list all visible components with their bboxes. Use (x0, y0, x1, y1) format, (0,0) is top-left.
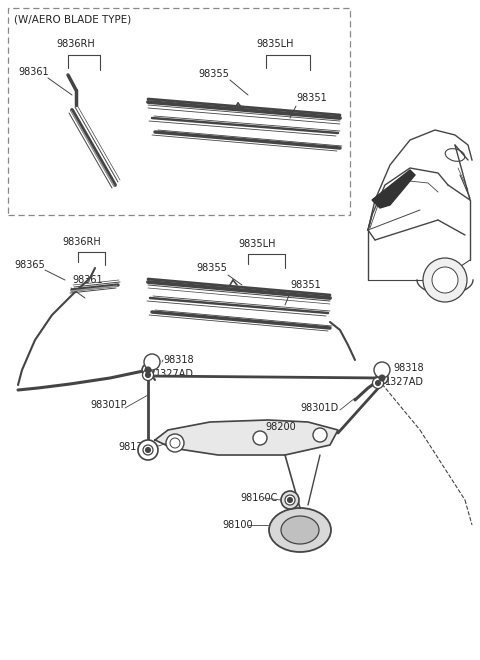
Ellipse shape (281, 516, 319, 544)
Circle shape (170, 438, 180, 448)
Ellipse shape (269, 508, 331, 552)
Text: 9836RH: 9836RH (62, 237, 101, 247)
Polygon shape (372, 170, 415, 208)
Text: 98361: 98361 (72, 275, 103, 285)
Text: 1327AD: 1327AD (385, 377, 424, 387)
Circle shape (313, 428, 327, 442)
Circle shape (379, 375, 385, 381)
Text: 1327AD: 1327AD (155, 369, 194, 379)
Circle shape (375, 381, 381, 385)
Text: 98355: 98355 (198, 69, 229, 79)
Text: 98355: 98355 (196, 263, 227, 273)
Text: 98351: 98351 (296, 93, 327, 103)
Circle shape (145, 447, 151, 453)
Circle shape (376, 372, 388, 384)
Bar (8, 8, 350, 215)
Text: 98318: 98318 (163, 355, 193, 365)
Text: 98131C: 98131C (118, 442, 156, 452)
Text: 98200: 98200 (265, 422, 296, 432)
Circle shape (145, 367, 151, 373)
Text: 9835LH: 9835LH (256, 39, 293, 49)
Circle shape (143, 445, 153, 455)
Text: 9836RH: 9836RH (56, 39, 95, 49)
Circle shape (372, 378, 384, 389)
Circle shape (142, 364, 154, 376)
Circle shape (281, 491, 299, 509)
Polygon shape (155, 420, 338, 455)
Text: 98361: 98361 (18, 67, 48, 77)
Circle shape (253, 431, 267, 445)
Text: 9835LH: 9835LH (238, 239, 276, 249)
Circle shape (143, 370, 154, 381)
Circle shape (145, 372, 151, 378)
Circle shape (166, 434, 184, 452)
Text: 98160C: 98160C (240, 493, 277, 503)
Text: 98301D: 98301D (300, 403, 338, 413)
Text: 98351: 98351 (290, 280, 321, 290)
Circle shape (288, 498, 292, 502)
Circle shape (138, 440, 158, 460)
Text: (W/AERO BLADE TYPE): (W/AERO BLADE TYPE) (14, 15, 131, 25)
Text: 98365: 98365 (14, 260, 45, 270)
Circle shape (374, 362, 390, 378)
Text: 98301P: 98301P (90, 400, 127, 410)
Circle shape (423, 258, 467, 302)
Circle shape (285, 495, 295, 505)
Text: 98100: 98100 (222, 520, 252, 530)
Circle shape (144, 354, 160, 370)
Text: 98318: 98318 (393, 363, 424, 373)
Circle shape (432, 267, 458, 293)
